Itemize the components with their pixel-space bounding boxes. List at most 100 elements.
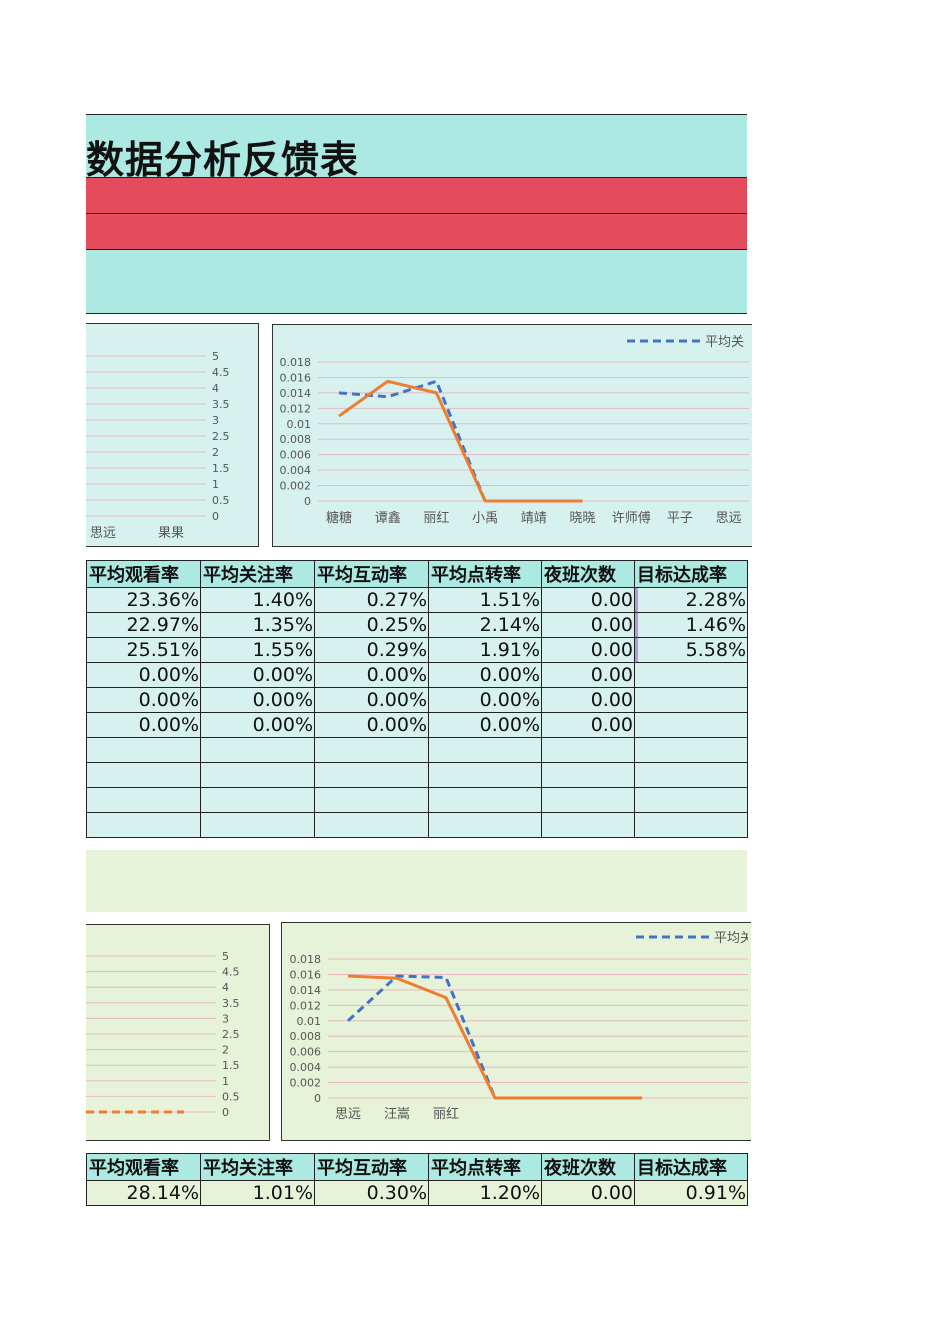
left-chart-2-y-tick-label: 5 bbox=[222, 950, 229, 963]
table1-row bbox=[86, 762, 748, 788]
table1-cell bbox=[314, 787, 429, 813]
left-chart-panel-2: 5 4.5 4 3.5 3 2.5 2 1.5 1 0.5 0 bbox=[86, 924, 270, 1141]
line-chart-2-legend-label: 平均关 bbox=[714, 931, 748, 946]
line-chart-1-y-tick-label: 0.006 bbox=[280, 449, 312, 462]
table2-header-cell: 平均点转率 bbox=[428, 1153, 542, 1181]
line-chart-1-x-label: 晓晓 bbox=[569, 511, 595, 526]
table1-cell: 0.00 bbox=[541, 587, 635, 613]
table1-cell: 23.36% bbox=[86, 587, 201, 613]
table1-row: 0.00% 0.00% 0.00% 0.00% 0.00 bbox=[86, 687, 748, 713]
table1-header-cell: 平均观看率 bbox=[86, 560, 201, 588]
table2-cell: 0.91% bbox=[634, 1180, 748, 1206]
table1-cell bbox=[428, 812, 542, 838]
table2-cell: 28.14% bbox=[86, 1180, 201, 1206]
table1-header-cell: 平均点转率 bbox=[428, 560, 542, 588]
line-chart-1-series-line bbox=[338, 379, 583, 503]
data-table-1: 平均观看率 平均关注率 平均互动率 平均点转率 夜班次数 目标达成率 23.36% 1.40%… bbox=[86, 560, 748, 838]
table1-cell: 0.00 bbox=[541, 637, 635, 663]
table1-cell bbox=[86, 787, 201, 813]
left-chart-2-y-tick-label: 4 bbox=[222, 981, 229, 994]
table1-row: 0.00% 0.00% 0.00% 0.00% 0.00 bbox=[86, 662, 748, 688]
line-chart-1-legend-label: 平均关 bbox=[705, 335, 744, 350]
table1-cell bbox=[200, 812, 315, 838]
table1-cell bbox=[634, 687, 748, 713]
table1-cell bbox=[634, 712, 748, 738]
page-title: 数据分析反馈表 bbox=[86, 138, 360, 182]
table1-header-cell: 目标达成率 bbox=[634, 560, 748, 588]
table1-cell: 0.00% bbox=[314, 662, 429, 688]
line-chart-2-y-tick-label: 0.012 bbox=[290, 999, 322, 1012]
left-chart-1-x-label: 果果 bbox=[158, 526, 184, 541]
table2-header-row: 平均观看率 平均关注率 平均互动率 平均点转率 夜班次数 目标达成率 bbox=[86, 1153, 748, 1181]
table1-cell bbox=[86, 812, 201, 838]
line-chart-1-x-label: 思远 bbox=[716, 511, 742, 526]
left-chart-1-y-tick-label: 2 bbox=[212, 446, 219, 459]
title-band: 数据分析反馈表 bbox=[86, 114, 747, 182]
line-chart-panel-2: 0.018 0.016 0.014 0.012 0.01 0.008 0.006 0.004 0… bbox=[281, 922, 753, 1141]
table1-row bbox=[86, 737, 748, 763]
table1-row: 0.00% 0.00% 0.00% 0.00% 0.00 bbox=[86, 712, 748, 738]
table1-cell bbox=[634, 737, 748, 763]
line-chart-2-y-tick-label: 0.002 bbox=[290, 1077, 322, 1090]
left-chart-2-y-tick-label: 3.5 bbox=[222, 997, 240, 1010]
table1-cell: 1.51% bbox=[428, 587, 542, 613]
table1-cell: 0.00 bbox=[541, 687, 635, 713]
table1-cell bbox=[634, 762, 748, 788]
table1-cell bbox=[634, 662, 748, 688]
left-chart-1-y-tick-label: 0.5 bbox=[212, 494, 230, 507]
table1-cell: 0.00 bbox=[541, 612, 635, 638]
line-chart-2-y-tick-label: 0.01 bbox=[297, 1015, 322, 1028]
table1-cell: 0.00% bbox=[200, 687, 315, 713]
line-chart-2-x-label: 汪嵩 bbox=[384, 1107, 410, 1122]
table1-cell bbox=[314, 812, 429, 838]
table1-cell: 1.91% bbox=[428, 637, 542, 663]
left-chart-1-y-tick-label: 5 bbox=[212, 350, 219, 363]
table1-cell: 1.46% bbox=[634, 612, 748, 638]
table1-row bbox=[86, 812, 748, 838]
left-chart-1-svg: 5 4.5 4 3.5 3 2.5 2 1.5 1 0.5 0 思远 果果 bbox=[86, 350, 230, 541]
left-chart-2-y-tick-label: 4.5 bbox=[222, 966, 240, 979]
table2-header-cell: 目标达成率 bbox=[634, 1153, 748, 1181]
table2-header-cell: 夜班次数 bbox=[541, 1153, 635, 1181]
table1-cell: 0.00% bbox=[86, 662, 201, 688]
line-chart-1-y-tick-label: 0 bbox=[304, 495, 311, 508]
table1-cell bbox=[541, 762, 635, 788]
table2-header-cell: 平均关注率 bbox=[200, 1153, 315, 1181]
table2-cell: 0.00 bbox=[541, 1180, 635, 1206]
line-chart-1-y-tick-label: 0.018 bbox=[280, 356, 312, 369]
table1-cell bbox=[541, 787, 635, 813]
table1-cell bbox=[200, 737, 315, 763]
table1-cell: 0.00 bbox=[541, 712, 635, 738]
cyan-banner bbox=[86, 250, 747, 314]
data-table-2: 平均观看率 平均关注率 平均互动率 平均点转率 夜班次数 目标达成率 28.14% 1.01%… bbox=[86, 1153, 748, 1206]
line-chart-panel-1: 0.018 0.016 0.014 0.012 0.01 0.008 0.006 0.004 0… bbox=[272, 324, 752, 547]
left-chart-2-svg: 5 4.5 4 3.5 3 2.5 2 1.5 1 0.5 0 bbox=[86, 950, 240, 1119]
line-chart-1-x-label: 靖靖 bbox=[521, 511, 547, 526]
table1-cell bbox=[200, 787, 315, 813]
left-chart-panel-1: 5 4.5 4 3.5 3 2.5 2 1.5 1 0.5 0 思远 果果 bbox=[86, 323, 259, 547]
table1-row bbox=[86, 787, 748, 813]
line-chart-2-y-tick-label: 0.006 bbox=[290, 1046, 322, 1059]
left-chart-2-y-tick-label: 2.5 bbox=[222, 1028, 240, 1041]
table1-cell: 1.40% bbox=[200, 587, 315, 613]
table1-row: 23.36% 1.40% 0.27% 1.51% 0.00 2.28% bbox=[86, 587, 748, 613]
table1-header-cell: 平均互动率 bbox=[314, 560, 429, 588]
line-chart-2-y-tick-label: 0.004 bbox=[290, 1061, 322, 1074]
line-chart-1-x-label: 小禹 bbox=[472, 511, 498, 526]
table1-header-cell: 夜班次数 bbox=[541, 560, 635, 588]
table1-cell: 0.00% bbox=[200, 712, 315, 738]
table1-cell: 0.29% bbox=[314, 637, 429, 663]
table1-cell bbox=[86, 762, 201, 788]
table1-cell: 0.00% bbox=[314, 712, 429, 738]
left-chart-1-y-tick-label: 4 bbox=[212, 382, 219, 395]
table1-cell: 0.00 bbox=[541, 662, 635, 688]
left-chart-1-y-tick-label: 3.5 bbox=[212, 398, 230, 411]
table1-cell: 0.00% bbox=[86, 712, 201, 738]
table2-header-cell: 平均观看率 bbox=[86, 1153, 201, 1181]
red-banner-row-2 bbox=[86, 214, 747, 250]
line-chart-2-x-label: 丽红 bbox=[433, 1106, 459, 1122]
red-banner-row-1 bbox=[86, 178, 747, 214]
table1-cell: 0.00% bbox=[200, 662, 315, 688]
line-chart-1-x-label: 谭鑫 bbox=[375, 510, 401, 526]
table1-cell bbox=[314, 737, 429, 763]
